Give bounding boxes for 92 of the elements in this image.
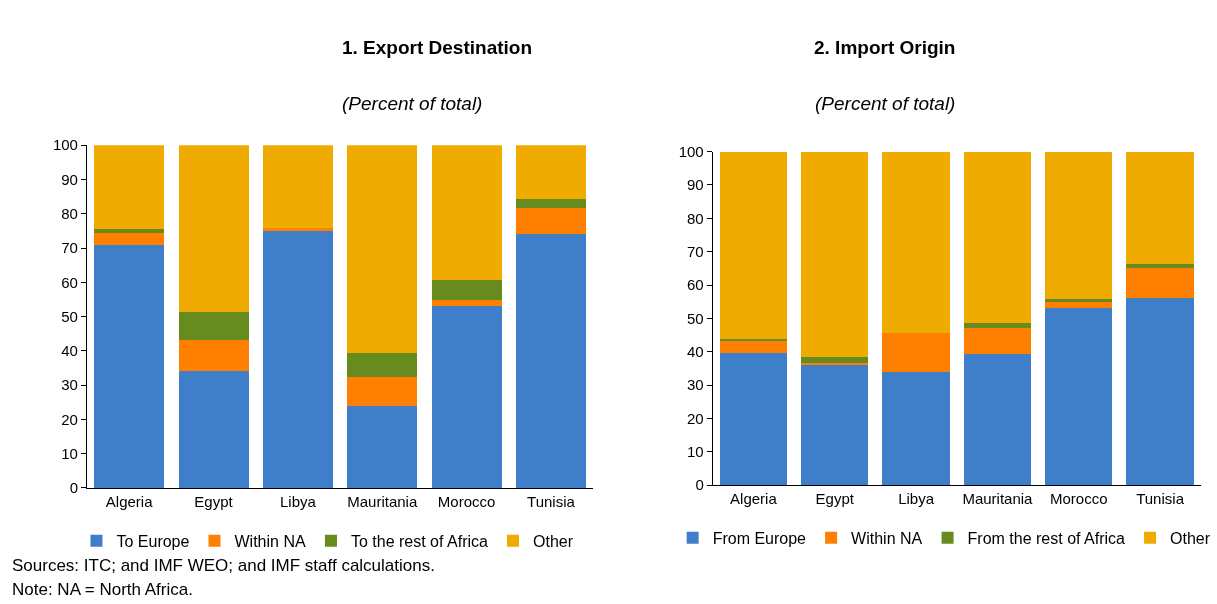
- y-tick-label: 20: [687, 409, 704, 427]
- bar: [1126, 264, 1194, 268]
- bar: [94, 229, 165, 233]
- bar: [94, 244, 165, 488]
- legend-label: From Europe: [712, 530, 807, 548]
- bar: [347, 376, 418, 406]
- bar: [1044, 299, 1113, 302]
- bar: [515, 207, 586, 235]
- bar: [719, 353, 788, 486]
- x-tick-label: Libya: [279, 492, 317, 510]
- bar: [1126, 298, 1194, 486]
- bar: [431, 280, 502, 301]
- bar: [94, 145, 165, 230]
- x-tick-label: Morocco: [1049, 490, 1108, 508]
- legend-label: To Europe: [116, 532, 190, 550]
- bar: [178, 145, 249, 313]
- x-tick-label: Algeria: [730, 490, 778, 508]
- x-tick-label: Mauritania: [962, 490, 1034, 508]
- bar: [262, 230, 333, 488]
- x-tick-label: Morocco: [437, 492, 496, 510]
- chart-title: 1. Export Destination: [342, 37, 533, 58]
- bar: [515, 199, 586, 208]
- legend-label: To the rest of Africa: [350, 532, 489, 550]
- x-tick-label: Tunisia: [527, 492, 576, 510]
- x-tick-label: Libya: [898, 490, 935, 508]
- y-tick-label: 10: [61, 444, 78, 462]
- x-tick-label: Tunisia: [1136, 490, 1185, 508]
- bar: [882, 332, 950, 373]
- bar: [431, 145, 502, 281]
- bar: [882, 151, 950, 333]
- chart-title: 2. Import Origin: [814, 37, 956, 58]
- bar: [431, 306, 502, 488]
- x-tick-label: Egypt: [815, 490, 855, 508]
- x-tick-label: Egypt: [194, 492, 234, 510]
- legend-label: Within NA: [234, 532, 306, 550]
- bar: [347, 405, 418, 488]
- bar: [800, 357, 869, 364]
- bar: [1126, 268, 1194, 299]
- y-tick-label: 30: [687, 376, 704, 394]
- bar: [882, 372, 950, 486]
- y-tick-label: 20: [61, 410, 78, 428]
- bar: [262, 228, 333, 231]
- bar: [515, 234, 586, 488]
- bar: [963, 151, 1032, 324]
- y-tick-label: 70: [61, 239, 78, 257]
- bar: [719, 338, 788, 341]
- legend-label: Other: [533, 532, 574, 550]
- y-tick-label: 60: [687, 276, 704, 294]
- y-tick-label: 0: [69, 479, 78, 497]
- x-tick-label: Mauritania: [347, 492, 418, 510]
- source-note: Sources: ITC; and IMF WEO; and IMF staff calculations.: [12, 556, 435, 575]
- bar: [719, 151, 788, 339]
- y-tick-label: 40: [687, 342, 704, 360]
- bar: [1044, 308, 1113, 486]
- y-tick-label: 50: [687, 309, 704, 327]
- bar: [963, 354, 1032, 486]
- bar: [800, 151, 869, 358]
- bar: [262, 145, 333, 229]
- bar: [347, 353, 418, 377]
- bar: [178, 371, 249, 488]
- bar: [347, 145, 418, 354]
- x-tick-label: Algeria: [105, 492, 154, 510]
- y-tick-label: 60: [61, 273, 78, 291]
- bar: [963, 327, 1032, 355]
- bar: [963, 323, 1032, 328]
- bar: [94, 232, 165, 245]
- chart-subtitle: (Percent of total): [815, 93, 956, 114]
- bar: [515, 145, 586, 200]
- y-tick-label: 90: [687, 176, 704, 194]
- y-tick-label: 10: [687, 442, 704, 460]
- y-tick-label: 40: [61, 342, 78, 360]
- y-tick-label: 80: [61, 204, 78, 222]
- bar: [1126, 151, 1194, 265]
- legend-label: From the rest of Africa: [967, 530, 1126, 548]
- legend-label: Within NA: [851, 530, 923, 548]
- y-tick-label: 70: [687, 242, 704, 260]
- bar: [800, 362, 869, 365]
- chart-subtitle: (Percent of total): [342, 93, 483, 114]
- y-tick-label: 90: [61, 170, 78, 188]
- text: Note: NA = North Africa.: [12, 580, 193, 599]
- y-tick-label: 30: [61, 376, 78, 394]
- bar: [1044, 151, 1113, 300]
- bar: [431, 300, 502, 307]
- y-tick-label: 0: [695, 476, 704, 494]
- bar: [178, 312, 249, 340]
- bar: [800, 364, 869, 486]
- y-tick-label: 80: [687, 209, 704, 227]
- bar: [178, 339, 249, 372]
- y-tick-label: 100: [52, 136, 78, 154]
- y-tick-label: 50: [61, 307, 78, 325]
- legend-label: Other: [1170, 530, 1211, 548]
- y-tick-label: 100: [678, 142, 704, 160]
